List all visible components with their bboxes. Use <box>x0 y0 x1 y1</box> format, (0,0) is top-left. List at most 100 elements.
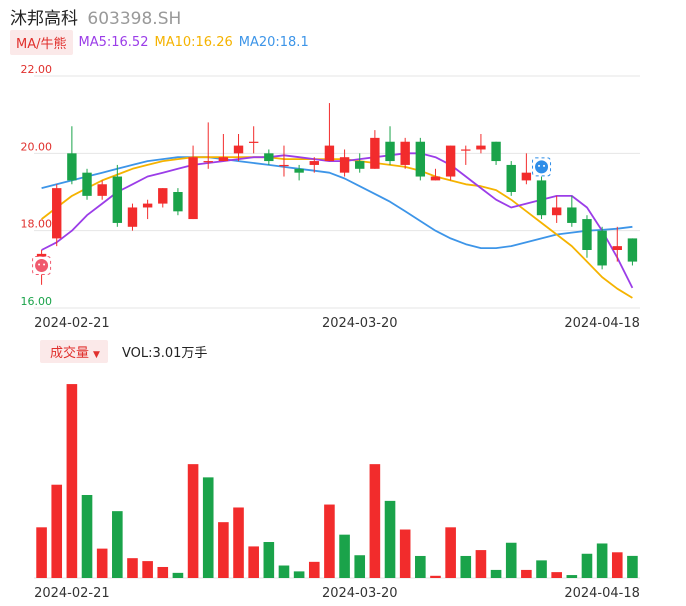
volume-value: VOL:3.01万手 <box>121 345 208 361</box>
candle-body <box>279 164 289 167</box>
candle-body <box>142 203 153 208</box>
bull-icon <box>32 255 52 275</box>
candle-body <box>173 192 183 212</box>
candle <box>627 238 638 266</box>
volume-bar <box>369 464 381 578</box>
candle <box>355 153 365 173</box>
volume-bar <box>415 555 426 578</box>
ma20-line <box>41 156 633 250</box>
volume-date-label: 2024-04-18 <box>564 586 640 601</box>
ma-indicator-selector[interactable]: MA/牛熊 <box>10 29 73 55</box>
candle-body <box>52 188 62 239</box>
candle-body <box>67 153 77 181</box>
candle-body <box>127 207 138 227</box>
candle <box>309 157 319 173</box>
volume-bar <box>66 384 78 578</box>
candle <box>233 134 244 162</box>
marker-eye <box>538 164 541 167</box>
candle-body <box>339 157 350 173</box>
candle-body <box>627 238 638 262</box>
volume-bar <box>127 558 138 578</box>
date-tick-label: 2024-02-21 <box>34 316 110 331</box>
candle-body <box>370 137 380 169</box>
volume-bar <box>399 529 411 578</box>
date-tick-label: 2024-03-20 <box>322 316 398 331</box>
volume-indicator-selector[interactable]: 成交量 ▼ <box>40 339 108 363</box>
price-grid <box>34 75 640 309</box>
candlestick-series <box>36 103 638 285</box>
candle-body <box>82 172 92 196</box>
candle <box>127 203 138 231</box>
volume-bar <box>521 569 532 578</box>
volume-bar <box>324 504 335 578</box>
stock-title: 沐邦高科 603398.SH <box>10 4 181 29</box>
volume-bar <box>112 511 123 578</box>
candle <box>142 199 153 220</box>
candle <box>445 145 456 181</box>
candle-body <box>506 164 516 192</box>
candle <box>82 168 92 200</box>
volume-bar <box>536 560 547 578</box>
candle <box>415 137 426 181</box>
candle <box>218 134 229 162</box>
volume-bar <box>81 494 93 578</box>
candle-body <box>324 145 335 162</box>
candle <box>582 215 592 258</box>
volume-bar <box>248 546 259 578</box>
volume-bar <box>293 571 305 578</box>
volume-bar <box>551 572 562 578</box>
volume-bar <box>339 534 350 578</box>
ma20-label: MA20:18.1 <box>238 34 309 50</box>
candle-body <box>203 161 213 163</box>
volume-bar <box>202 477 214 578</box>
volume-bar <box>233 507 244 578</box>
candle <box>158 188 168 208</box>
ma-legend: MA/牛熊 MA5:16.52 MA10:16.26 MA20:18.1 <box>10 29 315 55</box>
candle-body <box>612 246 622 250</box>
moving-average-lines <box>41 152 634 299</box>
candle-body <box>188 157 198 220</box>
stock-code: 603398.SH <box>87 9 182 29</box>
candle <box>536 176 547 220</box>
candle-body <box>248 141 259 143</box>
candle <box>491 141 501 165</box>
candle-body <box>355 161 365 169</box>
date-tick-label: 2024-04-18 <box>564 316 640 331</box>
candle <box>612 226 622 262</box>
candle <box>476 134 486 154</box>
volume-bars <box>36 384 638 578</box>
volume-bar <box>187 464 199 578</box>
candle-body <box>491 141 501 162</box>
candle <box>339 149 350 177</box>
caret-down-icon: ▼ <box>93 349 100 360</box>
marker-eye <box>543 164 546 167</box>
candle <box>112 164 123 227</box>
volume-legend: 成交量 ▼ VOL:3.01万手 <box>40 339 208 363</box>
price-tick-label: 16.00 <box>21 295 53 308</box>
date-axis-labels: 2024-02-21 2024-03-20 2024-04-18 <box>34 316 640 331</box>
candle <box>597 226 607 270</box>
candle-body <box>294 168 304 173</box>
volume-bar <box>157 566 169 578</box>
marker-dot <box>35 258 49 272</box>
candle-body <box>218 157 229 162</box>
volume-bar <box>51 484 63 578</box>
candle <box>461 145 471 165</box>
candle-body <box>415 141 426 177</box>
ma10-label: MA10:16.26 <box>154 34 233 50</box>
candle-body <box>158 188 168 204</box>
ma5-label: MA5:16.52 <box>78 34 149 50</box>
bear-icon <box>532 157 552 177</box>
candle-body <box>597 230 607 266</box>
candle-body <box>309 161 319 165</box>
candle-body <box>264 153 274 162</box>
volume-bar <box>611 552 623 578</box>
candle <box>506 161 516 196</box>
volume-bar <box>505 542 517 578</box>
candle <box>248 126 259 154</box>
candle-body <box>567 207 577 223</box>
volume-bar <box>308 561 320 578</box>
stock-name: 沐邦高科 <box>10 9 78 29</box>
candle-body <box>400 141 410 165</box>
marker-eye <box>43 263 46 266</box>
